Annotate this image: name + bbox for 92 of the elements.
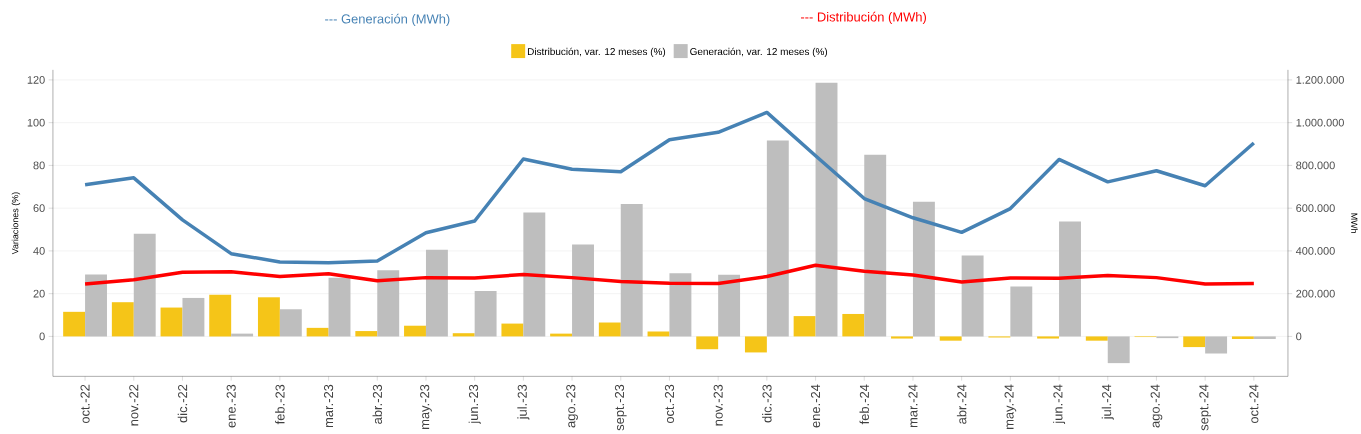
bar <box>425 249 448 337</box>
bar <box>85 274 107 337</box>
y-tick-label: 100 <box>27 118 45 127</box>
bar <box>842 313 865 337</box>
y-axis-title: Variaciones (%) <box>11 192 21 255</box>
bar <box>815 82 838 337</box>
x-tick-label: abr.-24 <box>956 384 967 424</box>
x-tick-label: mar.-23 <box>323 384 334 428</box>
bar <box>598 322 621 337</box>
bar <box>160 307 183 337</box>
x-tick-label: may.-24 <box>1004 384 1017 429</box>
text: --- Generación (MWh) <box>325 13 450 26</box>
text: --- Distribución (MWh) <box>800 11 926 24</box>
line-series <box>83 263 1256 286</box>
bar <box>1253 336 1276 339</box>
x-tick-label: oct.-23 <box>664 384 675 424</box>
x-tick-label: oct.-24 <box>1249 384 1259 424</box>
y2-tick-label: 200.000 <box>1296 289 1335 298</box>
y2-tick-label: 400.000 <box>1295 246 1335 255</box>
x-tick-label: ene.-23 <box>226 384 236 428</box>
bar <box>891 336 913 339</box>
bar <box>111 302 134 337</box>
bar <box>209 294 232 337</box>
bar <box>766 140 789 337</box>
bar <box>501 323 524 337</box>
x-tick-label: jul.-24 <box>1101 384 1114 420</box>
y2-tick-label: 0 <box>1296 332 1302 341</box>
x-tick-label: ago.-24 <box>1150 384 1163 428</box>
bar <box>744 336 767 353</box>
y2-tick-label: 800.000 <box>1296 161 1335 170</box>
y-tick-label: 80 <box>33 161 45 170</box>
y-tick-label: 120 <box>27 75 45 84</box>
x-tick-label: may.-23 <box>420 384 432 429</box>
bar <box>1205 336 1228 354</box>
bar <box>377 270 400 337</box>
bar <box>1037 336 1060 339</box>
bar <box>1231 336 1254 339</box>
bar <box>696 336 719 350</box>
bar <box>328 277 351 337</box>
bar <box>306 327 329 337</box>
x-tick-label: jun.-23 <box>468 384 481 424</box>
x-tick-label: ago.-23 <box>566 384 578 428</box>
y-tick-label: 60 <box>33 204 45 212</box>
bar <box>647 331 670 337</box>
x-tick-label: dic.-22 <box>177 384 188 423</box>
x-tick-label: feb.-23 <box>275 384 285 425</box>
x-tick-label: nov.-22 <box>129 384 139 426</box>
x-tick-label: mar.-24 <box>908 384 918 428</box>
x-tick-label: dic.-23 <box>762 384 772 423</box>
legend-label: Generación, var. 12 meses (%) <box>690 47 828 57</box>
x-tick-label: oct.-22 <box>80 384 90 424</box>
bar <box>864 154 887 337</box>
bar <box>63 311 86 337</box>
bar <box>279 309 302 337</box>
y-tick-label: 0 <box>39 332 45 341</box>
bar <box>572 244 594 337</box>
y2-axis-title: MWh <box>1351 213 1358 233</box>
line-series <box>83 110 1256 265</box>
bar <box>1085 336 1108 341</box>
bar <box>620 203 643 337</box>
bar <box>1010 286 1033 337</box>
bar <box>1183 336 1206 348</box>
x-tick-label: ene.-24 <box>810 384 821 428</box>
bar <box>404 325 426 337</box>
x-tick-label: sept.-24 <box>1199 384 1212 431</box>
bar <box>133 233 156 337</box>
x-tick-label: feb.-24 <box>859 384 869 425</box>
y2-tick-label: 1.000.000 <box>1296 118 1344 127</box>
x-tick-label: jul.-23 <box>517 384 530 420</box>
bar <box>961 255 984 337</box>
y2-tick-label: 600.000 <box>1296 204 1335 212</box>
bar <box>257 297 280 337</box>
bar <box>912 201 935 337</box>
bar <box>474 290 497 337</box>
bar <box>669 273 692 337</box>
x-tick-label: sept.-23 <box>614 384 627 431</box>
x-tick-label: jun.-24 <box>1053 384 1066 424</box>
bar <box>1107 336 1130 364</box>
y-tick-label: 40 <box>33 246 45 255</box>
bar <box>1059 221 1081 337</box>
bar <box>718 274 741 337</box>
x-tick-label: nov.-23 <box>713 384 723 426</box>
bar <box>355 330 378 337</box>
bar <box>452 333 475 337</box>
legend-label: Distribución, var. 12 meses (%) <box>527 47 666 57</box>
y2-tick-label: 1.200.000 <box>1296 75 1344 84</box>
bar <box>939 336 962 341</box>
y-tick-label: 20 <box>33 289 45 298</box>
bar <box>523 212 546 337</box>
bar <box>182 297 205 337</box>
bar <box>793 316 816 337</box>
x-tick-label: abr.-23 <box>372 384 383 424</box>
